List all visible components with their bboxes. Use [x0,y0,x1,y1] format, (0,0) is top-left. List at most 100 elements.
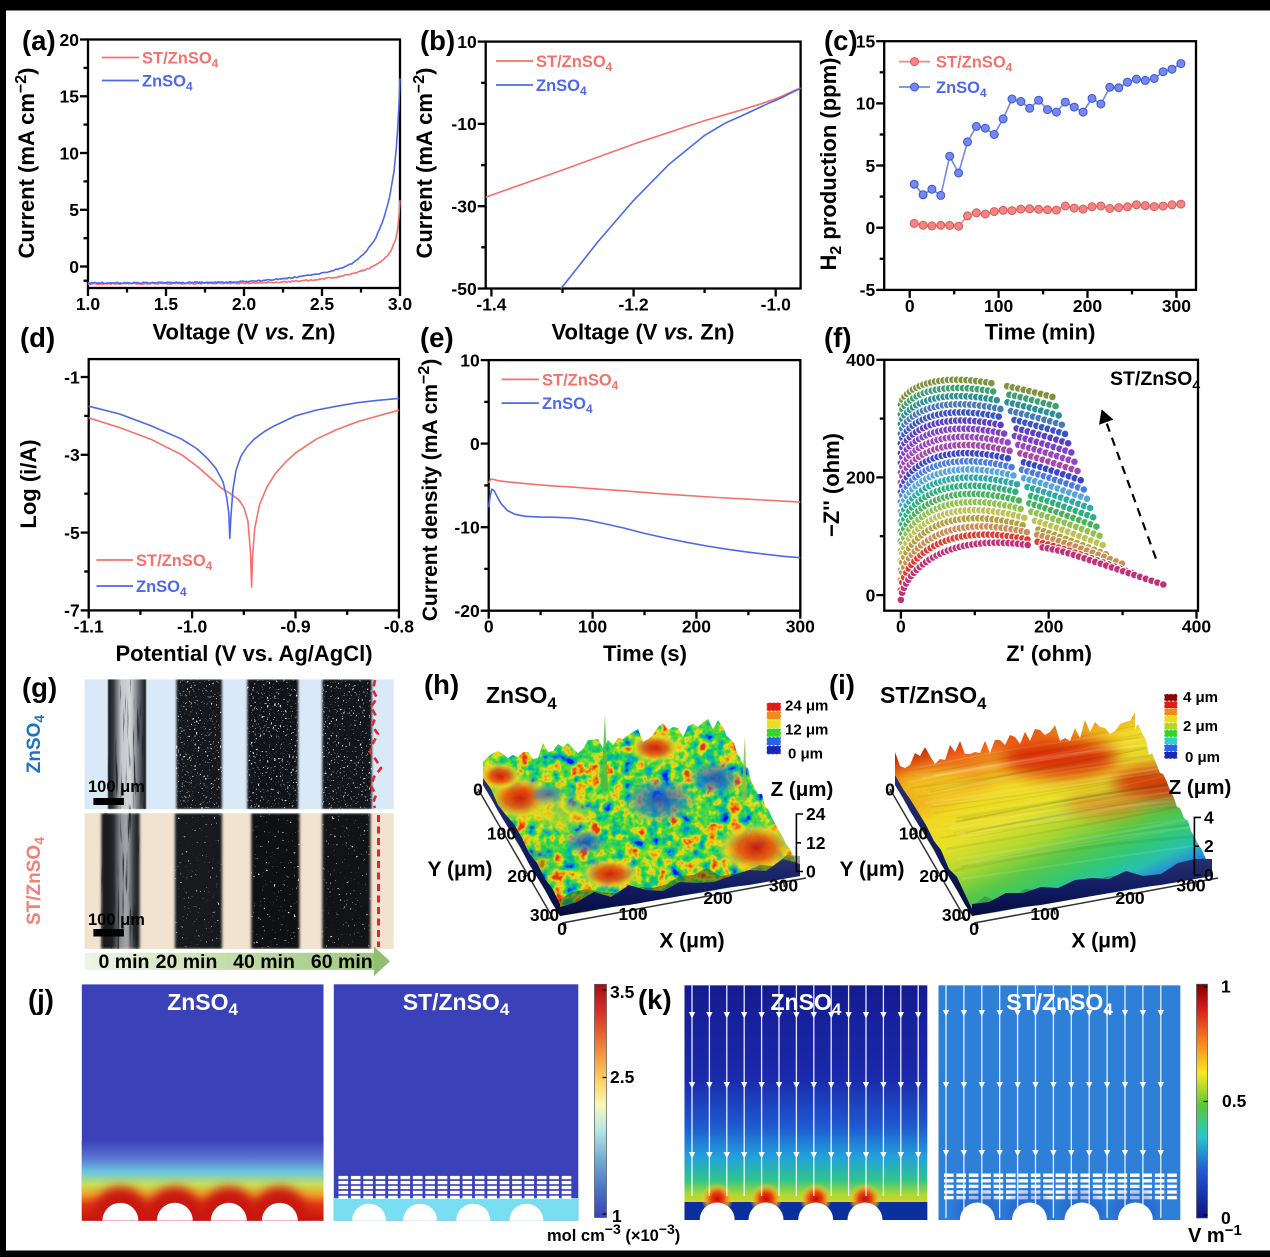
svg-text:Current (mA cm−2): Current (mA cm−2) [13,67,39,258]
svg-text:Y (μm): Y (μm) [428,858,493,881]
svg-text:1: 1 [612,1206,622,1226]
svg-text:1: 1 [1221,977,1231,997]
svg-text:0: 0 [470,434,480,454]
svg-text:(j): (j) [28,984,54,1015]
svg-text:(f): (f) [824,322,851,353]
svg-text:0: 0 [905,296,915,316]
svg-text:X (μm): X (μm) [659,930,724,953]
svg-text:0: 0 [484,617,494,637]
svg-text:100: 100 [899,824,928,844]
svg-text:Z' (ohm): Z' (ohm) [1006,641,1092,666]
svg-text:200: 200 [1115,888,1144,908]
svg-text:200: 200 [1073,296,1102,316]
svg-text:ZnSO4: ZnSO4 [24,715,47,774]
svg-text:-5: -5 [860,280,876,300]
svg-text:200: 200 [919,866,948,886]
svg-text:-20: -20 [454,601,480,621]
svg-text:300: 300 [769,876,798,896]
svg-text:200: 200 [682,617,711,637]
svg-text:ZnSO4: ZnSO4 [167,989,238,1019]
svg-text:100: 100 [578,617,607,637]
svg-text:300: 300 [786,617,815,637]
svg-text:-1.4: -1.4 [476,295,506,315]
svg-text:Y (μm): Y (μm) [840,858,905,881]
svg-text:ST/ZnSO4: ST/ZnSO4 [136,552,213,573]
svg-text:4 μm: 4 μm [1183,689,1218,706]
svg-text:Z (μm): Z (μm) [1169,776,1232,799]
svg-text:100: 100 [984,296,1013,316]
svg-text:Voltage (V vs. Zn): Voltage (V vs. Zn) [153,320,336,345]
svg-text:0: 0 [473,780,483,800]
svg-text:(c): (c) [824,25,858,56]
svg-text:ST/ZnSO4: ST/ZnSO4 [536,53,613,74]
svg-text:12 μm: 12 μm [785,722,828,739]
svg-text:2: 2 [1204,836,1214,856]
svg-text:10: 10 [457,32,477,52]
svg-text:0: 0 [866,585,876,605]
svg-text:1.0: 1.0 [76,294,101,314]
svg-text:300: 300 [530,905,559,925]
svg-text:300: 300 [1176,876,1205,896]
svg-text:0 μm: 0 μm [788,746,823,763]
svg-text:0: 0 [969,919,979,939]
svg-text:1.5: 1.5 [154,294,179,314]
svg-text:4: 4 [1204,808,1214,828]
svg-text:40 min: 40 min [233,951,295,973]
svg-text:-3: -3 [64,445,80,465]
svg-text:200: 200 [507,866,536,886]
svg-text:400: 400 [1182,617,1211,637]
svg-text:400: 400 [846,350,875,370]
svg-text:0: 0 [69,257,79,277]
svg-text:ZnSO4: ZnSO4 [536,77,587,98]
svg-text:(k): (k) [638,984,672,1015]
svg-text:24: 24 [806,804,826,824]
svg-text:3.5: 3.5 [610,982,635,1002]
svg-text:-0.9: -0.9 [280,616,310,636]
svg-text:H2 production (ppm): H2 production (ppm) [816,58,845,271]
svg-text:Time (min): Time (min) [985,320,1096,345]
svg-text:20: 20 [60,30,80,50]
svg-text:Current density (mA cm−2): Current density (mA cm−2) [416,359,442,622]
svg-text:Time (s): Time (s) [603,641,687,666]
svg-text:V m−1: V m−1 [1188,1222,1242,1247]
svg-text:2.5: 2.5 [610,1067,635,1087]
svg-text:20 min: 20 min [156,951,218,973]
svg-text:12: 12 [806,833,826,853]
svg-text:0.5: 0.5 [1222,1091,1247,1111]
svg-text:200: 200 [846,468,875,488]
svg-text:-1.0: -1.0 [761,295,791,315]
svg-text:-1.2: -1.2 [618,295,648,315]
svg-text:(h): (h) [424,669,459,700]
svg-text:-7: -7 [64,601,80,621]
svg-text:Log (i/A): Log (i/A) [16,439,41,528]
svg-text:60 min: 60 min [311,951,373,973]
svg-text:0: 0 [1221,1208,1231,1228]
svg-text:ZnSO4: ZnSO4 [142,73,193,94]
svg-text:3.0: 3.0 [388,294,413,314]
svg-text:5: 5 [69,200,79,220]
svg-text:ST/ZnSO4: ST/ZnSO4 [403,989,510,1019]
svg-text:10: 10 [460,350,480,370]
svg-text:(a): (a) [22,25,56,56]
svg-text:10: 10 [60,143,80,163]
svg-text:10: 10 [856,94,876,114]
svg-text:200: 200 [703,888,732,908]
svg-text:100: 100 [487,824,516,844]
svg-text:0: 0 [865,218,875,238]
svg-text:-1: -1 [64,367,80,387]
svg-text:−Z'' (ohm): −Z'' (ohm) [819,433,844,537]
svg-text:ST/ZnSO4: ST/ZnSO4 [1110,368,1200,393]
svg-text:-1.1: -1.1 [74,616,104,636]
svg-text:300: 300 [1162,296,1191,316]
svg-text:100 μm: 100 μm [88,911,145,929]
svg-text:-1.0: -1.0 [177,616,207,636]
svg-text:-0.8: -0.8 [384,616,414,636]
svg-text:ST/ZnSO4: ST/ZnSO4 [936,54,1013,75]
svg-text:15: 15 [856,32,876,52]
svg-text:-10: -10 [451,114,477,134]
svg-text:0: 0 [885,780,895,800]
svg-text:Potential (V vs. Ag/AgCl): Potential (V vs. Ag/AgCl) [115,641,372,666]
svg-text:(d): (d) [20,322,55,353]
svg-text:(g): (g) [22,672,57,703]
svg-text:15: 15 [60,87,80,107]
